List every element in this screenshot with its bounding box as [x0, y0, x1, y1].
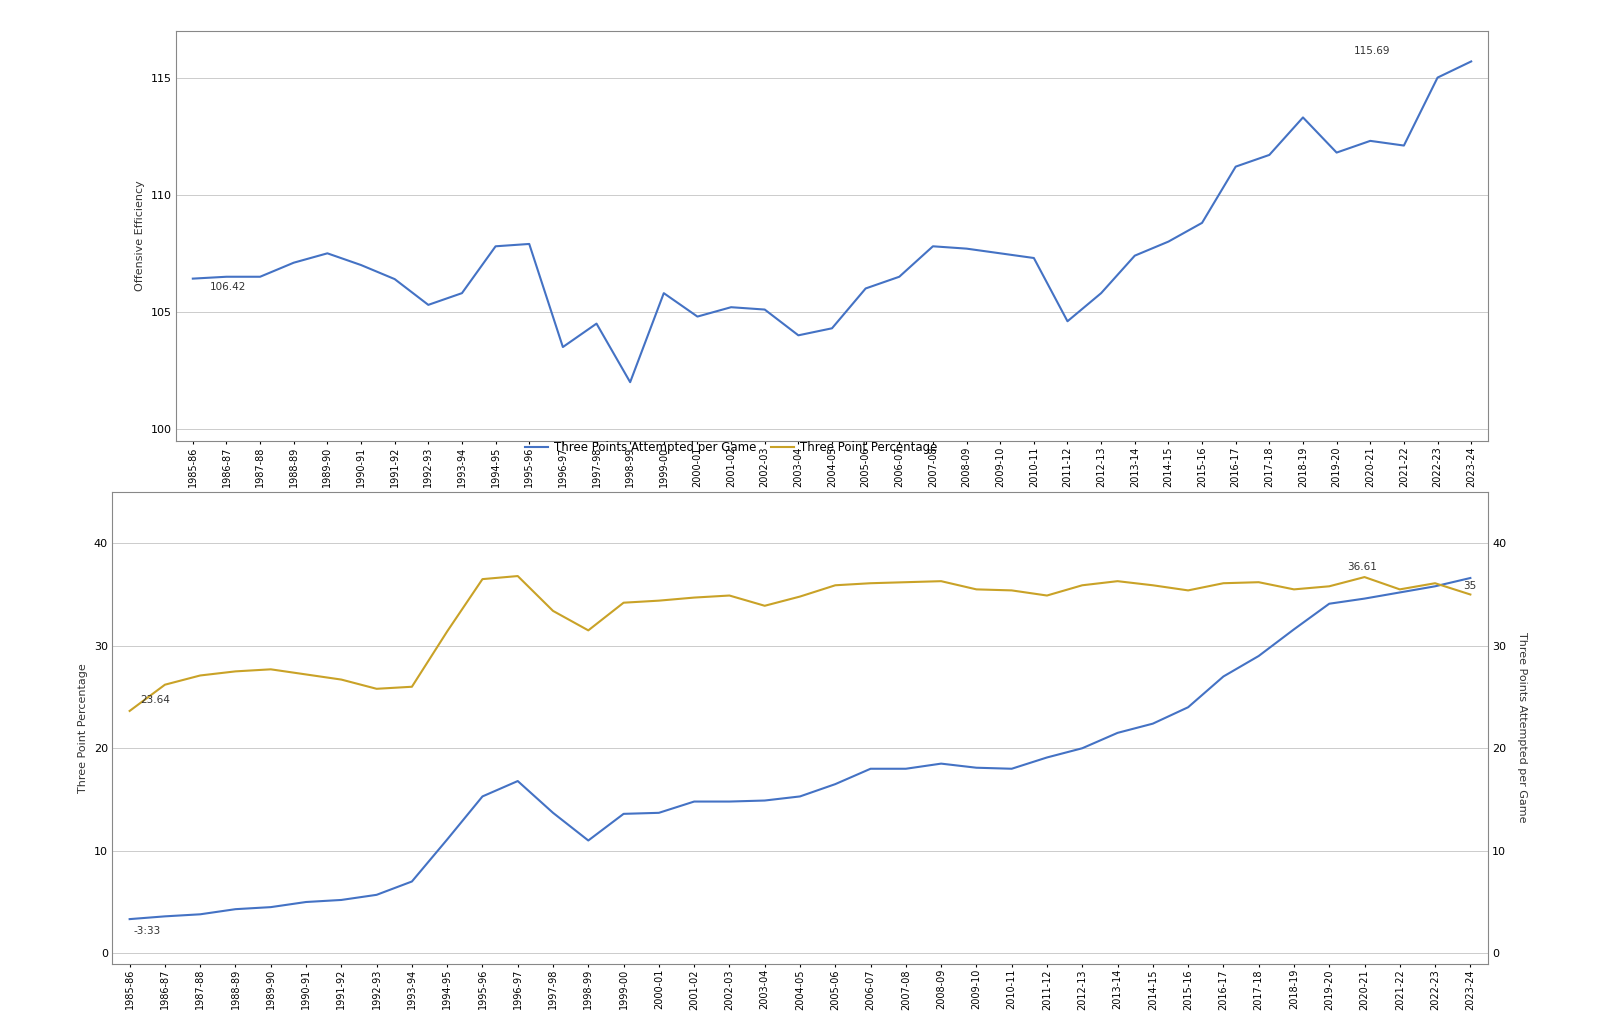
Three Point Percentage	[544, 605, 563, 617]
Three Point Percentage	[1355, 571, 1374, 583]
Three Point Percentage	[650, 594, 669, 607]
Three Point Percentage	[861, 577, 880, 589]
Three Point Percentage	[474, 573, 493, 585]
Three Points Attempted per Game	[155, 910, 174, 922]
Three Points Attempted per Game	[790, 790, 810, 803]
Three Points Attempted per Game	[120, 913, 139, 926]
Legend: Three Points Attempted per Game, Three Point Percentage: Three Points Attempted per Game, Three P…	[520, 437, 942, 459]
Line: Three Point Percentage: Three Point Percentage	[130, 576, 1470, 711]
Three Points Attempted per Game	[931, 757, 950, 770]
Three Points Attempted per Game	[579, 834, 598, 847]
Three Points Attempted per Game	[1107, 727, 1126, 739]
Three Point Percentage	[1037, 589, 1056, 602]
Three Point Percentage	[579, 624, 598, 637]
Three Point Percentage	[331, 673, 350, 686]
Three Points Attempted per Game	[1144, 718, 1163, 730]
Three Point Percentage	[1461, 588, 1480, 601]
Three Point Percentage	[1390, 583, 1410, 596]
Three Points Attempted per Game	[474, 790, 493, 803]
Three Points Attempted per Game	[1037, 751, 1056, 764]
Three Point Percentage	[1002, 584, 1021, 597]
Three Point Percentage	[755, 600, 774, 612]
Three Point Percentage	[1214, 577, 1234, 589]
Three Point Percentage	[1072, 579, 1091, 591]
Text: -3:33: -3:33	[133, 927, 160, 937]
Three Point Percentage	[296, 668, 315, 681]
Three Points Attempted per Game	[614, 808, 634, 820]
Three Points Attempted per Game	[1002, 763, 1021, 775]
Text: 106.42: 106.42	[210, 282, 246, 292]
Three Point Percentage	[1144, 579, 1163, 591]
Three Point Percentage	[120, 705, 139, 718]
Three Point Percentage	[402, 681, 421, 693]
Three Point Percentage	[1107, 575, 1126, 587]
Text: 23.64: 23.64	[141, 695, 170, 705]
Text: 115.69: 115.69	[1354, 46, 1390, 56]
Y-axis label: Offensive Efficiency: Offensive Efficiency	[136, 180, 146, 291]
Text: 36.61: 36.61	[1347, 562, 1376, 572]
Three Point Percentage	[261, 663, 280, 675]
Three Points Attempted per Game	[402, 875, 421, 888]
Three Point Percentage	[1320, 580, 1339, 592]
Three Point Percentage	[1179, 584, 1198, 597]
Three Points Attempted per Game	[261, 901, 280, 913]
Three Point Percentage	[614, 597, 634, 609]
Three Point Percentage	[826, 579, 845, 591]
Three Point Percentage	[1426, 577, 1445, 589]
Y-axis label: Three Point Percentage: Three Point Percentage	[78, 663, 88, 792]
Three Points Attempted per Game	[650, 807, 669, 819]
Three Point Percentage	[226, 665, 245, 678]
Line: Three Points Attempted per Game: Three Points Attempted per Game	[130, 578, 1470, 919]
Three Points Attempted per Game	[861, 763, 880, 775]
Three Points Attempted per Game	[1461, 572, 1480, 584]
Three Point Percentage	[790, 590, 810, 603]
Three Point Percentage	[437, 625, 456, 638]
Three Points Attempted per Game	[1390, 586, 1410, 599]
Three Points Attempted per Game	[685, 795, 704, 808]
Three Points Attempted per Game	[1320, 598, 1339, 610]
Three Points Attempted per Game	[1285, 623, 1304, 636]
Three Points Attempted per Game	[331, 894, 350, 906]
Three Points Attempted per Game	[1426, 580, 1445, 592]
Three Points Attempted per Game	[1179, 701, 1198, 713]
Three Point Percentage	[966, 583, 986, 596]
Three Points Attempted per Game	[1072, 742, 1091, 754]
Three Points Attempted per Game	[966, 762, 986, 774]
Text: 35: 35	[1464, 581, 1477, 591]
Three Point Percentage	[366, 683, 386, 695]
Three Points Attempted per Game	[720, 795, 739, 808]
Three Point Percentage	[931, 575, 950, 587]
Three Point Percentage	[1285, 583, 1304, 596]
Y-axis label: Three Points Attempted per Game: Three Points Attempted per Game	[1517, 632, 1528, 823]
Three Points Attempted per Game	[544, 807, 563, 819]
Three Points Attempted per Game	[1355, 592, 1374, 605]
Three Points Attempted per Game	[366, 889, 386, 901]
Three Point Percentage	[896, 576, 915, 588]
Three Points Attempted per Game	[509, 775, 528, 787]
Three Points Attempted per Game	[896, 763, 915, 775]
Three Points Attempted per Game	[1250, 650, 1269, 662]
Three Points Attempted per Game	[296, 896, 315, 908]
Three Points Attempted per Game	[826, 778, 845, 790]
Three Point Percentage	[720, 589, 739, 602]
Three Point Percentage	[509, 570, 528, 582]
Three Points Attempted per Game	[226, 903, 245, 915]
Three Points Attempted per Game	[190, 908, 210, 920]
Three Point Percentage	[1250, 576, 1269, 588]
Three Points Attempted per Game	[755, 794, 774, 807]
Three Points Attempted per Game	[437, 833, 456, 846]
Three Point Percentage	[155, 679, 174, 691]
Three Point Percentage	[190, 669, 210, 682]
Three Point Percentage	[685, 591, 704, 604]
Three Points Attempted per Game	[1214, 670, 1234, 683]
